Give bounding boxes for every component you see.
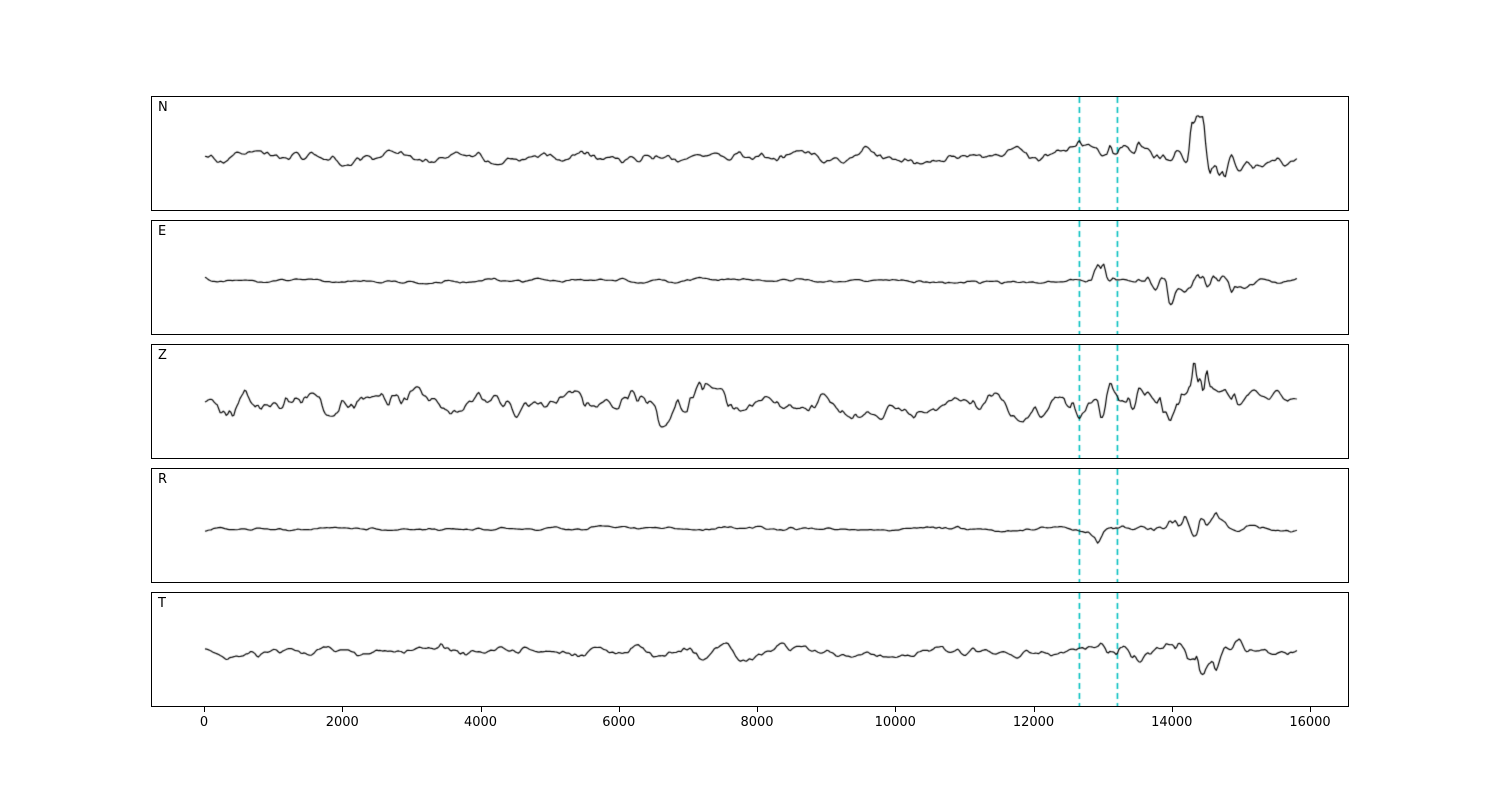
x-tick-mark <box>480 707 482 712</box>
panel-label: R <box>158 472 168 487</box>
waveform-canvas <box>152 345 1348 458</box>
waveform-panel-z: Z <box>151 344 1349 459</box>
waveform-canvas <box>152 97 1348 210</box>
panel-label: E <box>158 224 167 239</box>
x-tick-label: 0 <box>199 715 209 730</box>
panel-label: T <box>158 596 166 611</box>
x-tick-mark <box>1310 707 1311 712</box>
x-tick-label: 8000 <box>740 715 774 730</box>
x-axis: 0 2000 4000 6000 8000 10000 12000 14000 16000 <box>151 707 1349 741</box>
waveform-canvas <box>152 221 1348 334</box>
x-tick-mark <box>342 707 344 712</box>
waveform-panel-e: E <box>151 220 1349 335</box>
x-tick-label: 2000 <box>325 715 359 730</box>
waveform-canvas <box>152 469 1348 582</box>
waveform-panel-n: N <box>151 96 1349 211</box>
x-tick-mark <box>1033 707 1035 712</box>
waveform-panel-r: R <box>151 468 1349 583</box>
x-tick-mark <box>895 707 897 712</box>
x-tick-label: 12000 <box>1012 715 1055 730</box>
panel-label: N <box>158 100 168 115</box>
x-tick-mark <box>757 707 758 712</box>
x-tick-label: 4000 <box>463 715 498 730</box>
x-tick-mark <box>618 707 620 712</box>
x-tick-label: 14000 <box>1151 715 1193 730</box>
waveform-canvas <box>152 593 1348 706</box>
x-tick-mark <box>204 707 205 712</box>
x-tick-label: 6000 <box>602 715 636 730</box>
waveform-panel-t: T <box>151 592 1349 707</box>
x-tick-mark <box>1171 707 1173 712</box>
x-tick-label: 10000 <box>874 715 916 730</box>
x-tick-label: 16000 <box>1289 715 1331 730</box>
panel-label: Z <box>158 348 167 363</box>
